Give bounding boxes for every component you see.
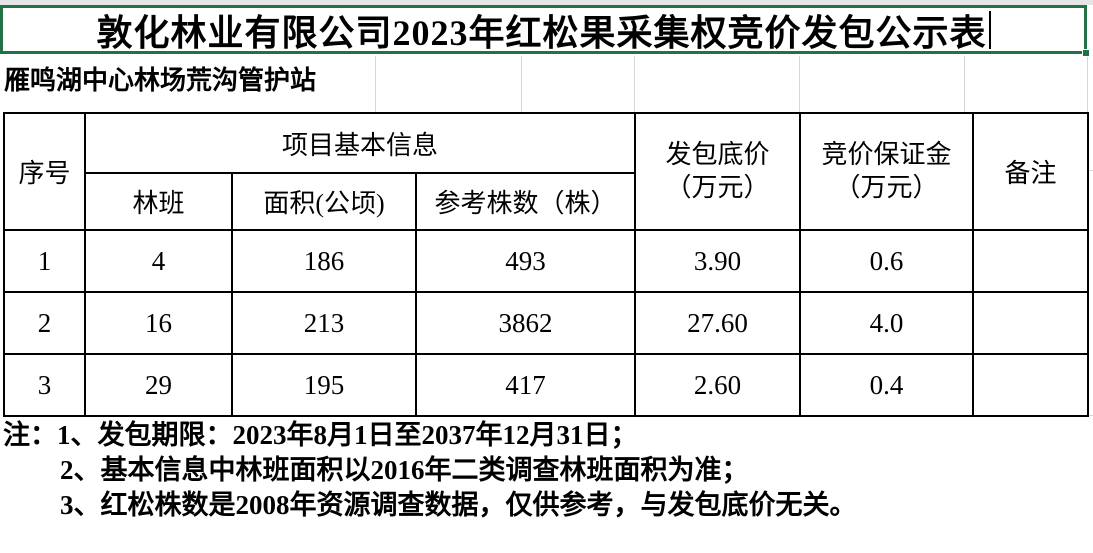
table-row: 3 29 195 417 2.60 0.4 [3,353,1089,417]
cell-area[interactable]: 186 [231,229,417,293]
table-row: 1 4 186 493 3.90 0.6 [3,229,1089,293]
header-index[interactable]: 序号 [3,112,86,231]
note-line-3: 3、红松株数是2008年资源调查数据，仅供参考，与发包底价无关。 [60,490,857,520]
cell-remark[interactable] [972,353,1089,417]
cell-deposit[interactable]: 4.0 [799,291,974,355]
station-name-cell[interactable]: 雁鸣湖中心林场荒沟管护站 [4,66,317,95]
cell-area[interactable]: 213 [231,291,417,355]
table-header-row-2: 林班 面积(公顷) 参考株数（株） [4,172,1088,231]
header-area[interactable]: 面积(公顷) [231,172,417,231]
text-edit-cursor [988,10,991,49]
cell-area[interactable]: 195 [231,353,417,417]
cell-no[interactable]: 2 [3,291,86,355]
cell-base-price[interactable]: 2.60 [634,353,801,417]
table-row: 2 16 213 3862 27.60 4.0 [3,291,1089,355]
sheet-top-row-edge [0,0,1093,5]
cell-deposit[interactable]: 0.4 [799,353,974,417]
cell-no[interactable]: 1 [3,229,86,293]
cell-base-price[interactable]: 3.90 [634,229,801,293]
header-group-basic-info[interactable]: 项目基本信息 [84,112,636,174]
cell-base-price[interactable]: 27.60 [634,291,801,355]
cell-forest-block[interactable]: 16 [84,291,233,355]
cell-deposit[interactable]: 0.6 [799,229,974,293]
sheet-gridline [375,56,376,112]
cell-tree-count[interactable]: 417 [415,353,636,417]
selection-fill-handle[interactable] [1082,49,1090,57]
sheet-gridline [1087,56,1088,112]
sheet-gridline [1087,170,1093,171]
cell-tree-count[interactable]: 3862 [415,291,636,355]
table-header-row-1: 序号 项目基本信息 发包底价 （万元） 竞价保证金 （万元） 备注 [3,112,1089,231]
header-tree-count[interactable]: 参考株数（株） [415,172,636,231]
sheet-gridline [964,56,965,112]
note-line-1: 注：1、发包期限：2023年8月1日至2037年12月31日； [3,420,638,450]
cell-forest-block[interactable]: 29 [84,353,233,417]
cell-remark[interactable] [972,229,1089,293]
page-title: 敦化林业有限公司2023年红松果采集权竞价发包公示表 [96,12,987,53]
cell-remark[interactable] [972,291,1089,355]
header-remark[interactable]: 备注 [972,112,1089,231]
header-forest-block[interactable]: 林班 [84,172,233,231]
cell-no[interactable]: 3 [3,353,86,417]
note-line-2: 2、基本信息中林班面积以2016年二类调查林班面积为准； [60,455,749,485]
notes-block[interactable]: 注：1、发包期限：2023年8月1日至2037年12月31日； 2、基本信息中林… [3,418,857,523]
header-deposit[interactable]: 竞价保证金 （万元） [799,112,974,231]
sheet-gridline [799,56,800,112]
cell-forest-block[interactable]: 4 [84,229,233,293]
header-base-price[interactable]: 发包底价 （万元） [634,112,801,231]
sheet-gridline [634,56,635,112]
bidding-table: 序号 项目基本信息 发包底价 （万元） 竞价保证金 （万元） 备注 林班 面积(… [3,112,1089,417]
title-cell-selection-box[interactable]: 敦化林业有限公司2023年红松果采集权竞价发包公示表 [0,5,1090,57]
cell-tree-count[interactable]: 493 [415,229,636,293]
sheet-gridline [521,56,522,112]
sheet-gridline [1087,415,1093,416]
